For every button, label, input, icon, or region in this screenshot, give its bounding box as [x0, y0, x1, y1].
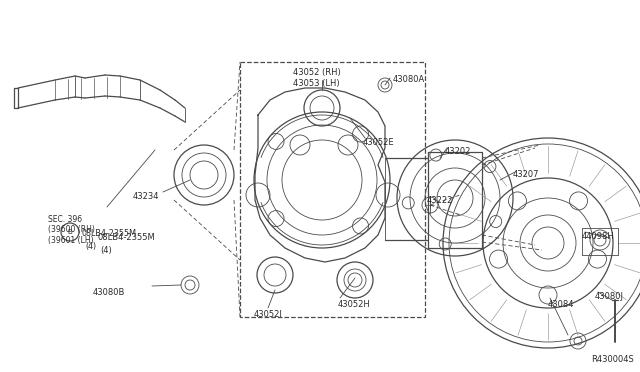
- Text: 43207: 43207: [513, 170, 540, 179]
- Text: 08LB4-2355M: 08LB4-2355M: [98, 233, 156, 242]
- Text: 43052E: 43052E: [363, 138, 395, 147]
- Bar: [240, 62, 425, 317]
- Text: B: B: [68, 229, 72, 235]
- Text: 08LB4-2355M: 08LB4-2355M: [82, 229, 137, 238]
- Text: 43234: 43234: [133, 192, 159, 201]
- Text: 43052I: 43052I: [254, 310, 283, 319]
- Text: R430004S: R430004S: [591, 355, 634, 364]
- Text: 43053 (LH): 43053 (LH): [293, 79, 340, 88]
- Text: (4): (4): [85, 242, 96, 251]
- Text: (4): (4): [100, 246, 112, 255]
- Text: 43080A: 43080A: [393, 75, 425, 84]
- Text: 43080J: 43080J: [595, 292, 624, 301]
- Text: 44098H: 44098H: [582, 232, 615, 241]
- Text: 43080B: 43080B: [93, 288, 125, 297]
- Text: 43222: 43222: [427, 196, 453, 205]
- Text: 43202: 43202: [445, 147, 472, 156]
- Text: 43052 (RH): 43052 (RH): [293, 68, 340, 77]
- Text: SEC. 396
(39600 (RH)
(39601 (LH): SEC. 396 (39600 (RH) (39601 (LH): [48, 215, 95, 245]
- Text: 43084: 43084: [548, 300, 575, 309]
- Text: 43052H: 43052H: [338, 300, 371, 309]
